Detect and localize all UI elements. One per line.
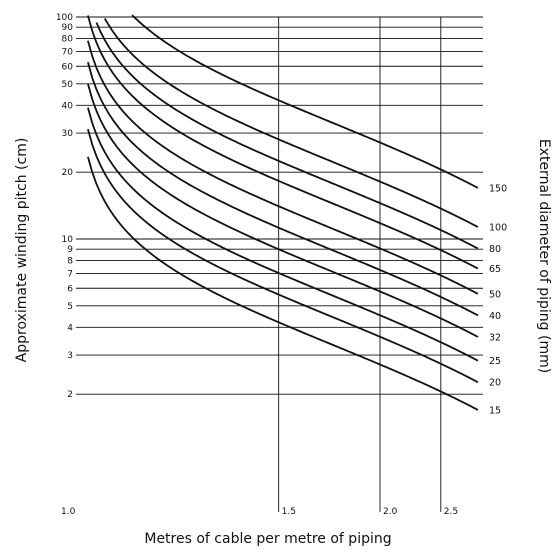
y-tick-label: 5 — [67, 302, 73, 312]
y-tick-label: 50 — [62, 80, 74, 90]
series-label: 20 — [489, 378, 501, 389]
y-tick-label: 7 — [67, 269, 73, 279]
y-tick-label: 20 — [62, 168, 74, 178]
curve-40mm — [87, 62, 479, 317]
series-label: 32 — [489, 332, 501, 343]
curve-20mm — [87, 128, 479, 384]
y-tick-label: 9 — [67, 245, 73, 255]
x-tick-label: 2.5 — [444, 507, 458, 517]
curve-32mm — [87, 83, 479, 338]
curve-50mm — [87, 40, 479, 295]
y-tick-label: 80 — [62, 35, 74, 45]
y-tick-label: 8 — [67, 257, 73, 267]
y-tick-label: 70 — [62, 47, 74, 57]
curve-25mm — [87, 107, 479, 362]
y-tick-label: 40 — [62, 101, 74, 111]
x-tick-label: 2.0 — [383, 507, 398, 517]
curve-150mm — [131, 14, 479, 189]
series-label: 40 — [489, 311, 501, 322]
y-tick-label: 10 — [62, 235, 74, 245]
y2-axis-title: External diameter of piping (mm) — [536, 139, 552, 373]
y-tick-label: 100 — [56, 13, 73, 23]
series-label: 15 — [489, 405, 501, 416]
series-label: 25 — [489, 356, 501, 367]
series-label: 80 — [489, 244, 501, 255]
series-label: 150 — [489, 183, 507, 194]
curve-80mm — [95, 22, 479, 250]
x-axis-title: Metres of cable per metre of piping — [144, 531, 391, 547]
y-tick-label: 60 — [62, 62, 74, 72]
curve-65mm — [87, 15, 479, 270]
y-axis-title: Approximate winding pitch (cm) — [14, 138, 30, 363]
y-tick-label: 30 — [62, 129, 74, 139]
curve-15mm — [87, 156, 479, 411]
x-tick-label: 1.5 — [282, 507, 296, 517]
y-tick-label: 2 — [67, 390, 73, 400]
curve-layer — [87, 14, 479, 411]
y-tick-label: 3 — [67, 351, 73, 361]
series-label: 50 — [489, 289, 501, 300]
x-tick-label: 1.0 — [61, 507, 76, 517]
series-label: 100 — [489, 223, 507, 234]
y-tick-label: 6 — [67, 284, 73, 294]
curve-100mm — [104, 18, 479, 228]
y-tick-label: 90 — [62, 23, 74, 33]
grid-layer — [76, 16, 483, 512]
series-label: 65 — [489, 264, 501, 275]
y-tick-label: 4 — [67, 323, 73, 333]
